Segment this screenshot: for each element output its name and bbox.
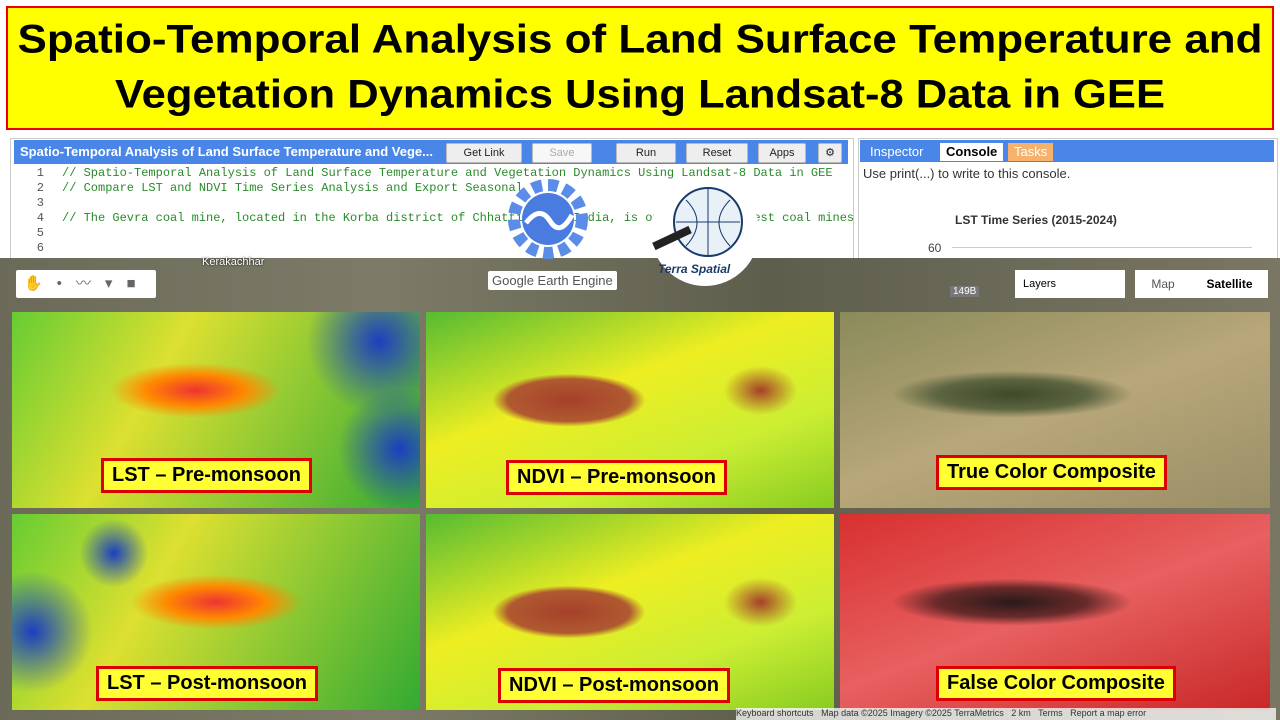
- button[interactable]: Apps: [758, 143, 806, 163]
- place-label: Kerakachhar: [202, 256, 265, 268]
- wave: [524, 211, 575, 231]
- button[interactable]: Save: [532, 143, 592, 163]
- settings-button[interactable]: ⚙: [818, 143, 842, 163]
- scale: 2 km: [1011, 708, 1031, 718]
- banner-title: Vegetation Dynamics Using Landsat-8 Data…: [115, 73, 1165, 117]
- script-name[interactable]: Spatio-Temporal Analysis of Land Surface…: [20, 144, 433, 159]
- tab[interactable]: Console: [940, 143, 1004, 161]
- map-footer: Keyboard shortcuts Map data ©2025 Imager…: [736, 708, 1276, 720]
- ndvi-pre-panel: NDVI – Pre-monsoon: [426, 312, 834, 508]
- banner-bg: [6, 6, 1274, 130]
- false-color-panel: False Color Composite: [840, 514, 1270, 710]
- map-type[interactable]: Satellite: [1191, 270, 1268, 298]
- chart-title: LST Time Series (2015-2024): [955, 213, 1117, 227]
- telescope: [652, 225, 692, 251]
- lst-pre-panel: LST – Pre-monsoon: [12, 312, 420, 508]
- line-number: 6: [36, 241, 44, 255]
- globe-lines: [676, 188, 740, 256]
- panel-label: True Color Composite: [936, 455, 1167, 490]
- line-number: 4: [36, 211, 44, 225]
- console-hint: Use print(...) to write to this console.: [863, 166, 1071, 181]
- footer-link[interactable]: Keyboard shortcuts: [736, 708, 814, 718]
- brand-name: Terra Spatial: [658, 262, 731, 276]
- gee-logo: Google Earth Engine: [488, 271, 617, 290]
- line-number: 3: [36, 196, 44, 210]
- place-label: 149B: [950, 286, 980, 297]
- panel-label: NDVI – Post-monsoon: [498, 668, 731, 703]
- ndvi-post-panel: NDVI – Post-monsoon: [426, 514, 834, 710]
- code-line: // Compare LST and NDVI Time Series Anal…: [62, 181, 523, 195]
- footer-link[interactable]: Terms: [1038, 708, 1063, 718]
- footer-link[interactable]: Report a map error: [1070, 708, 1147, 718]
- button[interactable]: Run: [616, 143, 676, 163]
- chart-tick: 60: [928, 241, 942, 255]
- line-number: 5: [36, 226, 44, 240]
- gee-icon: [508, 179, 588, 259]
- panel-label: LST – Post-monsoon: [96, 666, 318, 701]
- lst-post-panel: LST – Post-monsoon: [12, 514, 420, 710]
- panel-label: False Color Composite: [936, 666, 1176, 701]
- banner-title: Spatio-Temporal Analysis of Land Surface…: [18, 18, 1263, 62]
- button[interactable]: Get Link: [446, 143, 522, 163]
- gear: [508, 179, 588, 259]
- drawing-tools[interactable]: ✋•〰▾■: [16, 270, 156, 298]
- attribution: Map data ©2025 Imagery ©2025 TerraMetric…: [821, 708, 1004, 718]
- true-color-panel: True Color Composite: [840, 312, 1270, 508]
- tab[interactable]: Inspector: [870, 144, 924, 159]
- grid-line: [952, 247, 1252, 248]
- line-number: 1: [36, 166, 44, 180]
- banner: Spatio-Temporal Analysis of Land Surface…: [6, 6, 1274, 130]
- layers-button[interactable]: Layers: [1015, 270, 1125, 298]
- panel-label: LST – Pre-monsoon: [101, 458, 312, 493]
- panel-label: NDVI – Pre-monsoon: [506, 460, 727, 495]
- code-line: // Spatio-Temporal Analysis of Land Surf…: [62, 166, 833, 180]
- map-type[interactable]: Map: [1135, 270, 1191, 298]
- tab[interactable]: Tasks: [1008, 143, 1054, 161]
- line-number: 2: [36, 181, 44, 195]
- brand-logo: [651, 178, 759, 286]
- button[interactable]: Reset: [686, 143, 748, 163]
